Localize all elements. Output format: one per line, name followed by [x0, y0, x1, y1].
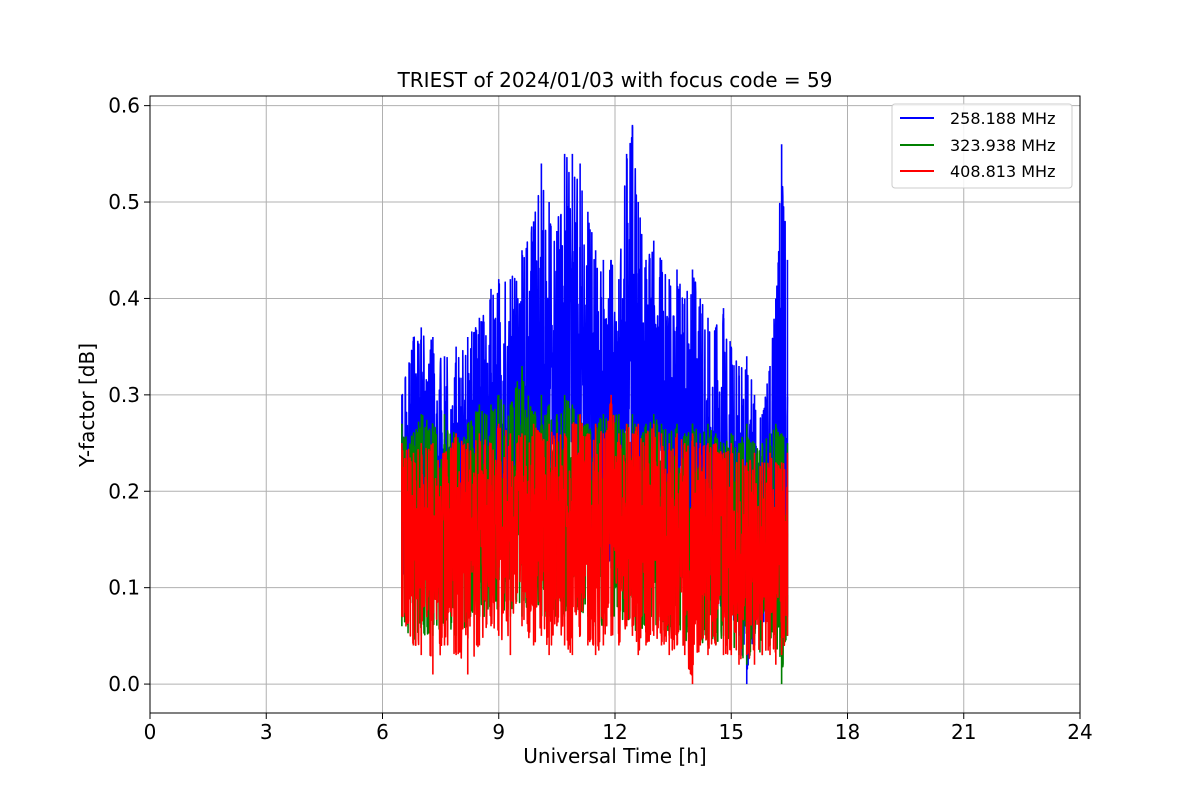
x-tick-label: 0 [144, 720, 157, 744]
x-tick-label: 15 [719, 720, 744, 744]
chart-title: TRIEST of 2024/01/03 with focus code = 5… [397, 68, 833, 92]
x-tick-label: 3 [260, 720, 273, 744]
x-tick-label: 24 [1067, 720, 1092, 744]
y-tick-label: 0.2 [108, 479, 140, 503]
legend-box [891, 103, 1073, 189]
legend-label-258: 258.188 MHz [950, 109, 1055, 128]
y-tick-label: 0.0 [108, 672, 140, 696]
axis-ticks: 0 3 6 9 12 15 18 21 24 0.0 0.1 0.2 0.3 0.4 0.5 0.6 [108, 94, 1093, 744]
x-tick-label: 18 [835, 720, 860, 744]
x-tick-label: 12 [602, 720, 627, 744]
legend-label-323: 323.938 MHz [950, 136, 1055, 155]
y-tick-label: 0.4 [108, 286, 140, 310]
y-tick-label: 0.6 [108, 94, 140, 118]
y-axis-label: Y-factor [dB] [75, 343, 99, 468]
x-tick-label: 6 [376, 720, 389, 744]
x-tick-label: 21 [951, 720, 976, 744]
y-tick-label: 0.5 [108, 190, 140, 214]
y-tick-label: 0.1 [108, 576, 140, 600]
legend-label-408: 408.813 MHz [950, 162, 1055, 181]
y-tick-label: 0.3 [108, 383, 140, 407]
x-tick-label: 9 [492, 720, 505, 744]
legend: 258.188 MHz 323.938 MHz 408.813 MHz [891, 103, 1073, 189]
x-axis-label: Universal Time [h] [523, 744, 706, 768]
series-layer [401, 124, 789, 685]
